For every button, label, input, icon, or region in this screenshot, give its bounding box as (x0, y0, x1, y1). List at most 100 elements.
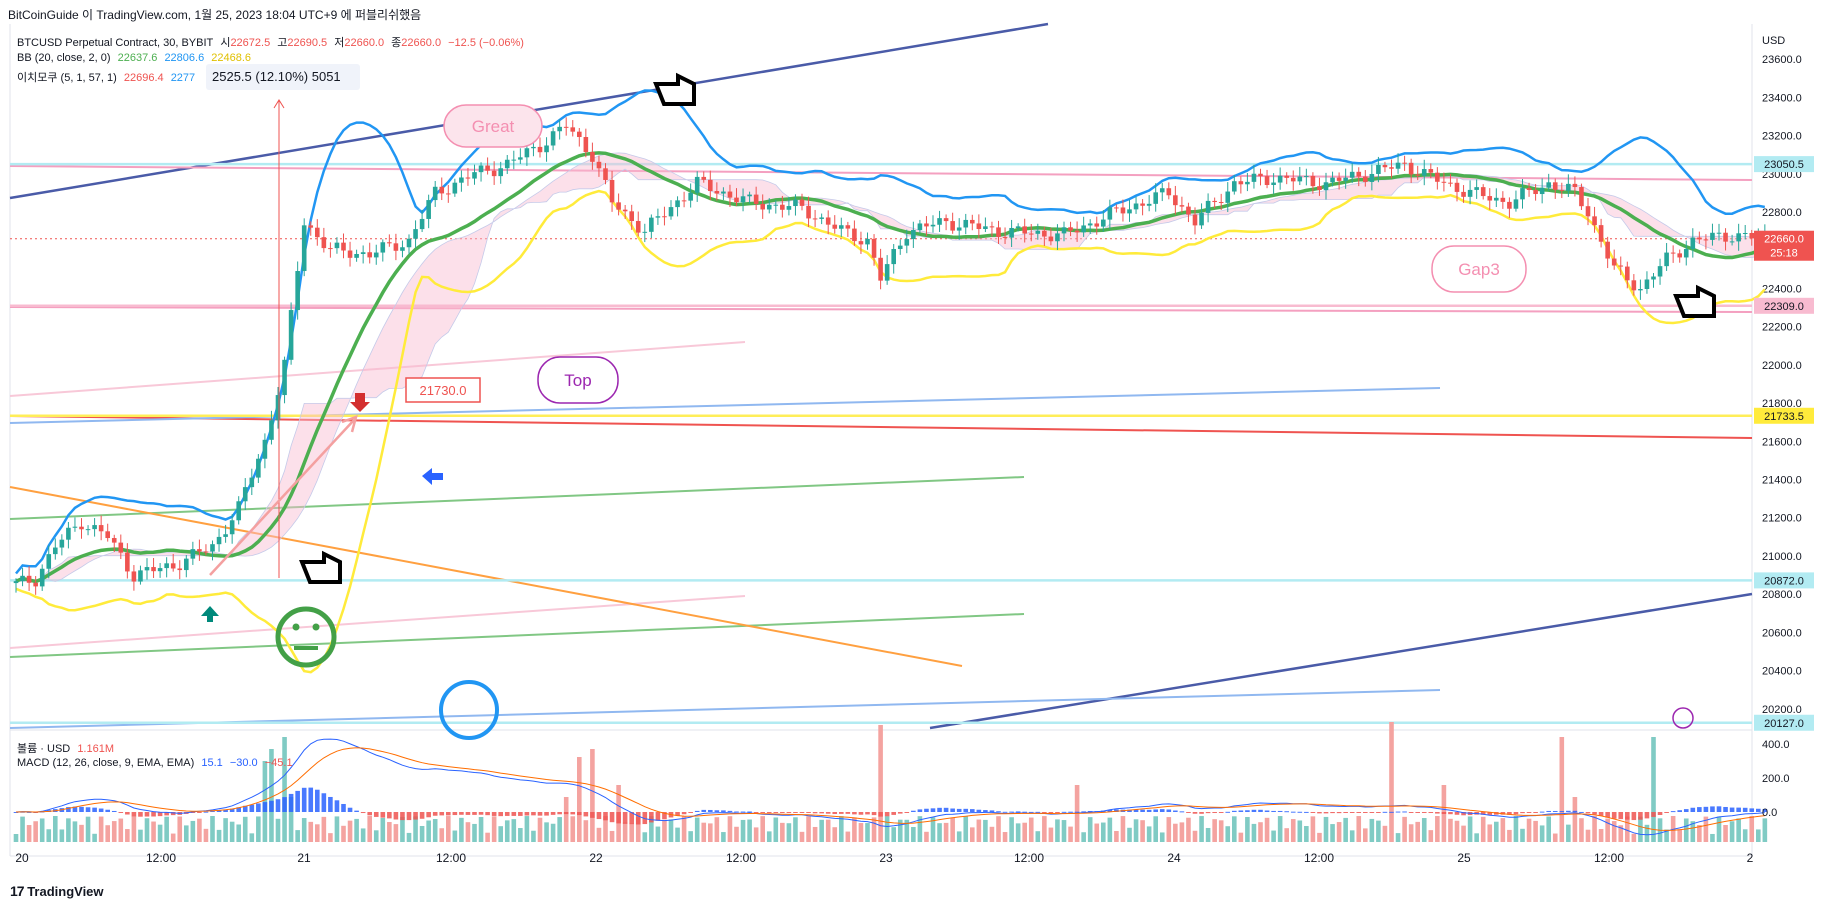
macd-histogram-bar (498, 812, 503, 817)
legend-row-price: BTCUSD Perpetual Contract, 30, BYBIT 시22… (17, 34, 528, 50)
candle-body (1395, 162, 1401, 169)
macd-histogram-bar (583, 812, 589, 817)
macd-histogram-bar (380, 812, 386, 818)
legend-change: −12.5 (−0.06%) (448, 37, 524, 49)
candle-body (996, 227, 1001, 237)
candle-body (1494, 197, 1499, 201)
legend-bb-basis: 22637.6 (117, 52, 158, 64)
price-axis-label: 23050.5 (1764, 159, 1804, 171)
macd-histogram-bar (1657, 812, 1663, 816)
volume-bar (1494, 821, 1499, 842)
candle-body (655, 216, 661, 218)
time-tick-label: 12:00 (1304, 851, 1334, 865)
legend-row-bb: BB (20, close, 2, 0) 22637.6 22806.6 224… (17, 52, 255, 64)
candle-body (1376, 164, 1381, 174)
macd-histogram-bar (662, 812, 667, 820)
volume-bar (1042, 816, 1047, 842)
candle-body (1546, 182, 1551, 188)
macd-histogram-bar (1572, 810, 1578, 812)
legend-bb-label[interactable]: BB (20, close, 2, 0) (17, 52, 111, 64)
candle-body (1402, 162, 1407, 164)
volume-bar (766, 831, 772, 842)
candle-body (780, 204, 785, 210)
macd-histogram-bar (996, 811, 1001, 813)
volume-bar (1349, 830, 1355, 842)
volume-bar (46, 829, 52, 842)
lightning-icon (1672, 707, 1694, 729)
macd-histogram-bar (1009, 811, 1014, 813)
candle-body (1107, 207, 1113, 220)
candle-body (262, 439, 268, 459)
volume-bar (1225, 826, 1231, 842)
volume-bar (262, 761, 268, 842)
candle-body (203, 551, 209, 553)
volume-bar (1258, 822, 1263, 842)
macd-histogram-bar (1127, 809, 1132, 812)
candle-body (570, 127, 576, 132)
volume-bar (184, 825, 189, 842)
callout-bubble (537, 356, 619, 404)
macd-histogram-bar (491, 812, 497, 816)
volume-bar (1133, 819, 1139, 842)
candle-body (1205, 200, 1211, 213)
measure-tooltip: 2525.5 (12.10%) 5051 (206, 64, 360, 90)
candle-body (380, 242, 386, 253)
candle-body (786, 206, 792, 210)
volume-bar (1159, 832, 1165, 842)
price-tick-label: 21200.0 (1762, 513, 1802, 525)
volume-bar (1683, 818, 1689, 842)
candle-body (1166, 188, 1172, 196)
macd-histogram-bar (825, 812, 831, 814)
volume-bar (668, 819, 674, 842)
candle-body (151, 567, 156, 572)
macd-histogram-bar (1454, 812, 1460, 815)
candle-body (688, 192, 693, 201)
volume-bar (308, 821, 314, 842)
time-tick-label: 20 (15, 851, 29, 865)
candle-body (341, 242, 346, 251)
price-tick-label: 21000.0 (1762, 551, 1802, 563)
candle-body (963, 219, 969, 228)
legend-ichimoku-label[interactable]: 이치모쿠 (5, 1, 57, 1) (17, 72, 117, 84)
legend-volume-label[interactable]: 볼륨 · USD (17, 743, 71, 755)
pointing-hand-icon (1673, 284, 1716, 318)
volume-bar (773, 817, 779, 842)
legend-macd-label[interactable]: MACD (12, 26, close, 9, EMA, EMA) (17, 757, 195, 769)
candle-body (832, 224, 838, 229)
legend-row-ichimoku: 이치모쿠 (5, 1, 57, 1) 22696.4 2277 (17, 69, 199, 85)
candle-body (642, 231, 648, 233)
candle-body (1651, 276, 1656, 280)
macd-histogram-bar (66, 807, 71, 812)
time-tick-label: 12:00 (1594, 851, 1624, 865)
volume-bar (210, 816, 215, 842)
candle-body (1703, 239, 1709, 241)
price-tick-label: 20600.0 (1762, 627, 1802, 639)
volume-bar (1474, 833, 1479, 842)
volume-bar (1290, 819, 1296, 842)
volume-bar (1127, 827, 1132, 842)
candle-body (321, 237, 327, 249)
macd-histogram-bar (210, 811, 215, 813)
candle-body (144, 567, 150, 571)
macd-histogram-bar (1186, 812, 1191, 813)
volume-bar (1376, 820, 1381, 842)
legend-symbol[interactable]: BTCUSD Perpetual Contract, 30, BYBIT (17, 37, 214, 49)
volume-bar (865, 823, 870, 842)
candle-body (478, 165, 484, 173)
legend-macd-value: 15.1 (201, 757, 223, 769)
trendline (9, 486, 963, 667)
candle-body (616, 202, 621, 210)
macd-histogram-bar (452, 812, 458, 816)
volume-bar (328, 833, 333, 842)
trendline (9, 415, 1753, 439)
volume-bar (1585, 829, 1591, 842)
candle-body (1284, 175, 1289, 178)
legend-row-macd: MACD (12, 26, close, 9, EMA, EMA) 15.1 −… (17, 757, 297, 769)
volume-bar (498, 826, 503, 842)
candle-body (105, 531, 110, 539)
candle-body (223, 534, 228, 537)
volume-bar (1552, 833, 1558, 842)
macd-histogram-bar (1723, 806, 1728, 812)
macd-histogram-bar (1048, 812, 1054, 813)
